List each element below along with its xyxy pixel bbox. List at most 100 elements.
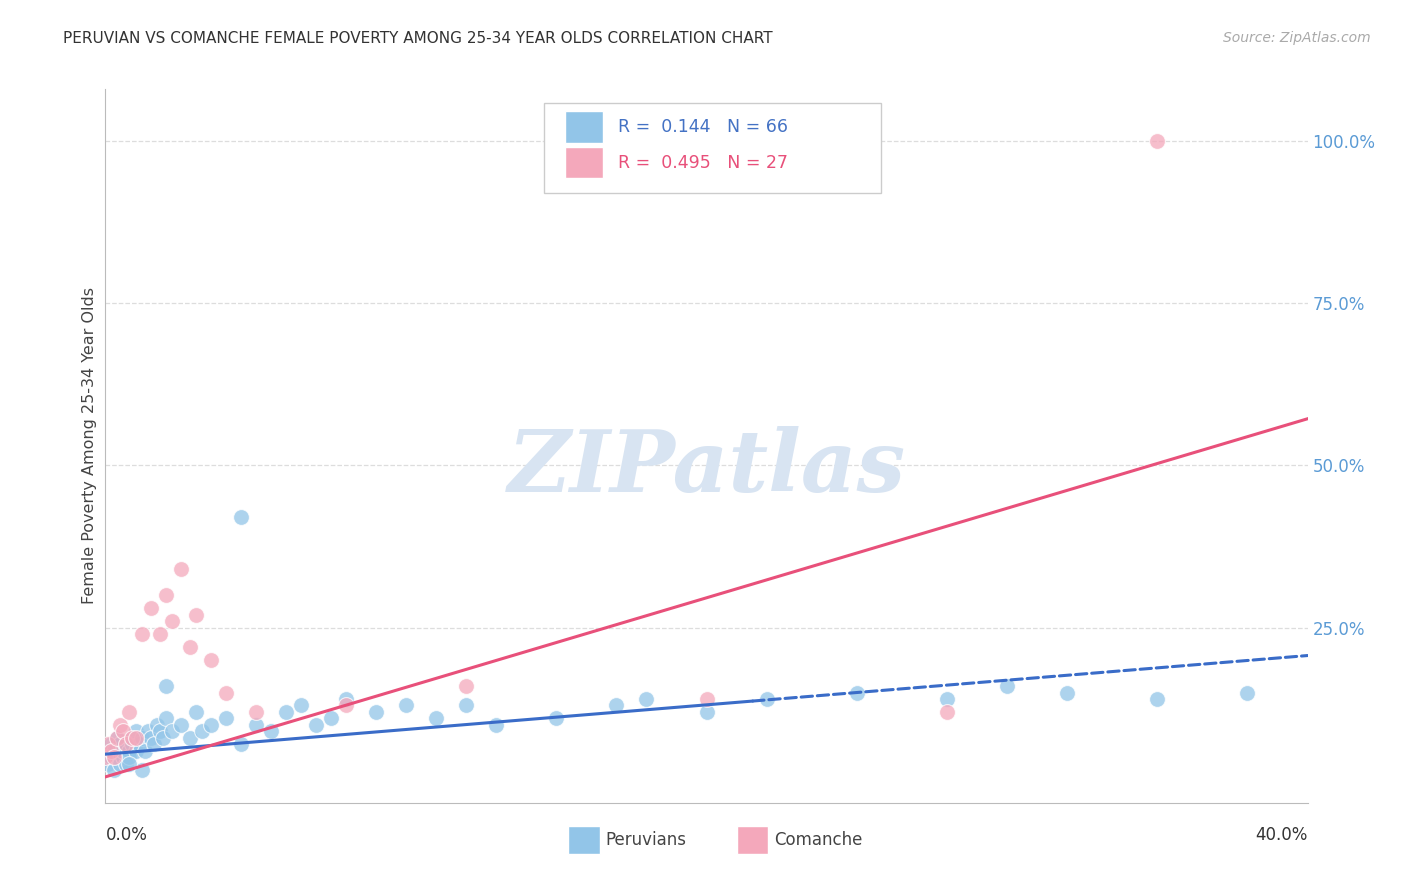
- Text: Peruvians: Peruvians: [606, 831, 686, 849]
- Point: [1236, 685, 1258, 699]
- Point: [142, 738, 165, 752]
- Point: [260, 724, 283, 739]
- Point: [319, 711, 342, 725]
- Point: [364, 705, 387, 719]
- Point: [229, 510, 252, 524]
- Point: [214, 685, 236, 699]
- Text: R =  0.495   N = 27: R = 0.495 N = 27: [617, 153, 787, 171]
- Point: [755, 692, 778, 706]
- Point: [335, 692, 357, 706]
- Point: [115, 756, 138, 771]
- Point: [97, 744, 120, 758]
- Point: [636, 692, 658, 706]
- Point: [110, 756, 132, 771]
- Point: [100, 744, 122, 758]
- Point: [100, 738, 122, 752]
- Text: 0.0%: 0.0%: [105, 825, 148, 844]
- Point: [103, 764, 125, 778]
- Point: [696, 705, 718, 719]
- Point: [245, 705, 267, 719]
- Point: [118, 705, 141, 719]
- Text: Comanche: Comanche: [773, 831, 862, 849]
- Point: [605, 698, 627, 713]
- Point: [200, 718, 222, 732]
- Text: 40.0%: 40.0%: [1256, 825, 1308, 844]
- Point: [155, 679, 177, 693]
- Text: R =  0.144   N = 66: R = 0.144 N = 66: [617, 118, 787, 136]
- Point: [485, 718, 508, 732]
- Point: [160, 614, 183, 628]
- Point: [131, 764, 153, 778]
- Point: [94, 750, 117, 764]
- Point: [118, 744, 141, 758]
- FancyBboxPatch shape: [737, 826, 768, 855]
- Point: [97, 738, 120, 752]
- Point: [290, 698, 312, 713]
- Point: [936, 705, 959, 719]
- Point: [200, 653, 222, 667]
- Point: [546, 711, 568, 725]
- Point: [229, 738, 252, 752]
- Point: [456, 698, 478, 713]
- Point: [305, 718, 328, 732]
- Point: [136, 724, 159, 739]
- Point: [100, 750, 122, 764]
- Point: [115, 738, 138, 752]
- Point: [110, 718, 132, 732]
- Point: [124, 744, 146, 758]
- Point: [160, 724, 183, 739]
- Point: [115, 738, 138, 752]
- Point: [110, 738, 132, 752]
- Y-axis label: Female Poverty Among 25-34 Year Olds: Female Poverty Among 25-34 Year Olds: [82, 287, 97, 605]
- Text: Source: ZipAtlas.com: Source: ZipAtlas.com: [1223, 31, 1371, 45]
- Point: [179, 731, 201, 745]
- Point: [107, 731, 129, 745]
- Point: [456, 679, 478, 693]
- Point: [128, 738, 150, 752]
- Point: [118, 750, 141, 764]
- Point: [103, 750, 125, 764]
- Point: [97, 756, 120, 771]
- Point: [425, 711, 447, 725]
- Point: [274, 705, 297, 719]
- Point: [190, 724, 212, 739]
- Point: [995, 679, 1018, 693]
- Point: [124, 724, 146, 739]
- Point: [121, 731, 143, 745]
- Point: [118, 756, 141, 771]
- FancyBboxPatch shape: [544, 103, 880, 193]
- Text: PERUVIAN VS COMANCHE FEMALE POVERTY AMONG 25-34 YEAR OLDS CORRELATION CHART: PERUVIAN VS COMANCHE FEMALE POVERTY AMON…: [63, 31, 773, 46]
- Point: [131, 627, 153, 641]
- Point: [1146, 692, 1168, 706]
- Point: [139, 731, 162, 745]
- Point: [936, 692, 959, 706]
- Point: [145, 718, 167, 732]
- Point: [148, 627, 170, 641]
- Text: ZIPatlas: ZIPatlas: [508, 425, 905, 509]
- Point: [121, 738, 143, 752]
- Point: [395, 698, 418, 713]
- Point: [1146, 134, 1168, 148]
- Point: [139, 601, 162, 615]
- Point: [245, 718, 267, 732]
- Point: [107, 750, 129, 764]
- Point: [112, 750, 135, 764]
- Point: [152, 731, 174, 745]
- Point: [184, 607, 207, 622]
- Point: [148, 724, 170, 739]
- Point: [155, 711, 177, 725]
- Point: [214, 711, 236, 725]
- Point: [696, 692, 718, 706]
- Point: [169, 562, 191, 576]
- Point: [103, 744, 125, 758]
- Point: [179, 640, 201, 654]
- Point: [107, 731, 129, 745]
- Point: [121, 731, 143, 745]
- FancyBboxPatch shape: [565, 147, 603, 178]
- Point: [335, 698, 357, 713]
- FancyBboxPatch shape: [565, 112, 603, 143]
- FancyBboxPatch shape: [568, 826, 599, 855]
- Point: [155, 588, 177, 602]
- Point: [1056, 685, 1078, 699]
- Point: [124, 731, 146, 745]
